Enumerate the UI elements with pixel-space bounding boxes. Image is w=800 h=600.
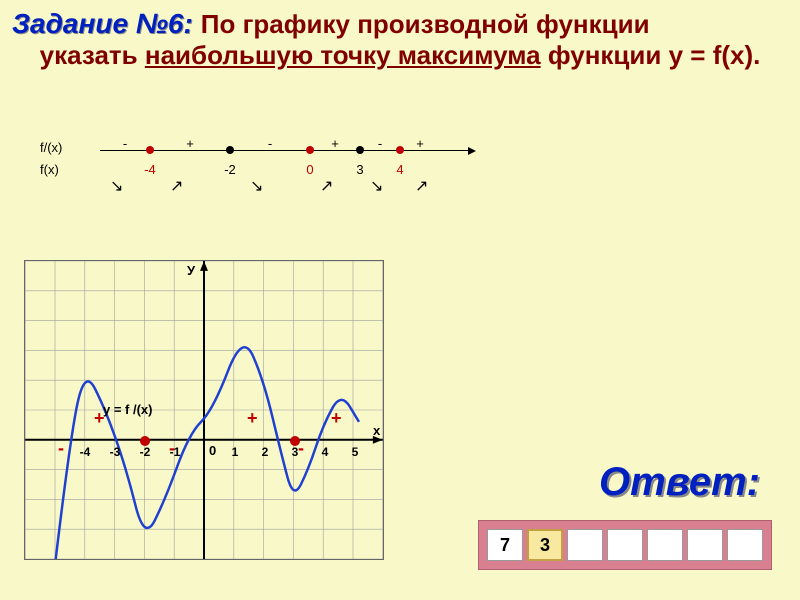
- answer-box[interactable]: [727, 529, 763, 561]
- title-line2: указать наибольшую точку максимума функц…: [0, 40, 800, 75]
- behavior-arrow: ↗: [415, 176, 428, 196]
- signline-sign: -: [378, 136, 382, 151]
- function-label: y = f /(x): [103, 402, 153, 417]
- signline-sign: +: [331, 136, 339, 151]
- signline-sign: +: [416, 136, 424, 151]
- answer-boxes: 73: [478, 520, 772, 570]
- signline-sign: +: [186, 136, 194, 151]
- func-label: f(x): [40, 162, 59, 177]
- signline-point-label: 0: [306, 162, 313, 177]
- title-row: Задание №6: По графику производной функц…: [0, 0, 800, 40]
- answer-label: Ответ:: [599, 460, 760, 505]
- signline-point-label: -2: [224, 162, 236, 177]
- x-tick-label: -4: [80, 445, 91, 459]
- behavior-arrow: ↗: [320, 176, 333, 196]
- answer-box[interactable]: [567, 529, 603, 561]
- title-line1: По графику производной функции: [201, 9, 650, 40]
- x-tick-label: 2: [262, 445, 269, 459]
- signline-point: [226, 146, 234, 154]
- deriv-label: f/(x): [40, 140, 62, 155]
- x-tick-label: 4: [322, 445, 329, 459]
- t2-pre: указать: [40, 40, 145, 70]
- answer-box[interactable]: 7: [487, 529, 523, 561]
- answer-box[interactable]: [687, 529, 723, 561]
- t2-post: функции y = f(x).: [541, 40, 761, 70]
- behavior-arrow: ↘: [370, 176, 383, 196]
- chart-sign: -: [169, 438, 175, 459]
- task-number: Задание №6:: [12, 8, 193, 40]
- signline-point: [306, 146, 314, 154]
- chart-sign: +: [331, 408, 342, 429]
- signline-point: [356, 146, 364, 154]
- signline-sign: -: [123, 136, 127, 151]
- origin-label: 0: [209, 443, 216, 458]
- chart-sign: +: [94, 408, 105, 429]
- signline-point-label: -4: [144, 162, 156, 177]
- sign-line-diagram: f/(x) f(x) -4-2034-+-+-+↘↗↘↗↘↗: [40, 140, 480, 220]
- x-tick-label: 1: [232, 445, 239, 459]
- number-line: [100, 150, 470, 151]
- behavior-arrow: ↘: [250, 176, 263, 196]
- signline-sign: -: [268, 136, 272, 151]
- chart-sign: -: [58, 438, 64, 459]
- answer-box[interactable]: 3: [527, 529, 563, 561]
- x-tick-label: 5: [352, 445, 359, 459]
- t2-underlined: наибольшую точку максимума: [145, 40, 541, 70]
- signline-point: [396, 146, 404, 154]
- chart-sign: -: [298, 438, 304, 459]
- critical-point-dot: [140, 436, 150, 446]
- signline-point-label: 4: [396, 162, 403, 177]
- signline-point: [146, 146, 154, 154]
- behavior-arrow: ↗: [170, 176, 183, 196]
- chart-area: Ух0y = f /(x)-4-3-2-112345+--+-+: [24, 260, 384, 560]
- chart-sign: +: [247, 408, 258, 429]
- y-axis-label: У: [187, 263, 195, 278]
- chart-svg: [25, 261, 383, 559]
- x-tick-label: -3: [110, 445, 121, 459]
- answer-box[interactable]: [647, 529, 683, 561]
- behavior-arrow: ↘: [110, 176, 123, 196]
- x-axis-label: х: [373, 423, 380, 438]
- x-tick-label: -2: [140, 445, 151, 459]
- signline-point-label: 3: [356, 162, 363, 177]
- answer-box[interactable]: [607, 529, 643, 561]
